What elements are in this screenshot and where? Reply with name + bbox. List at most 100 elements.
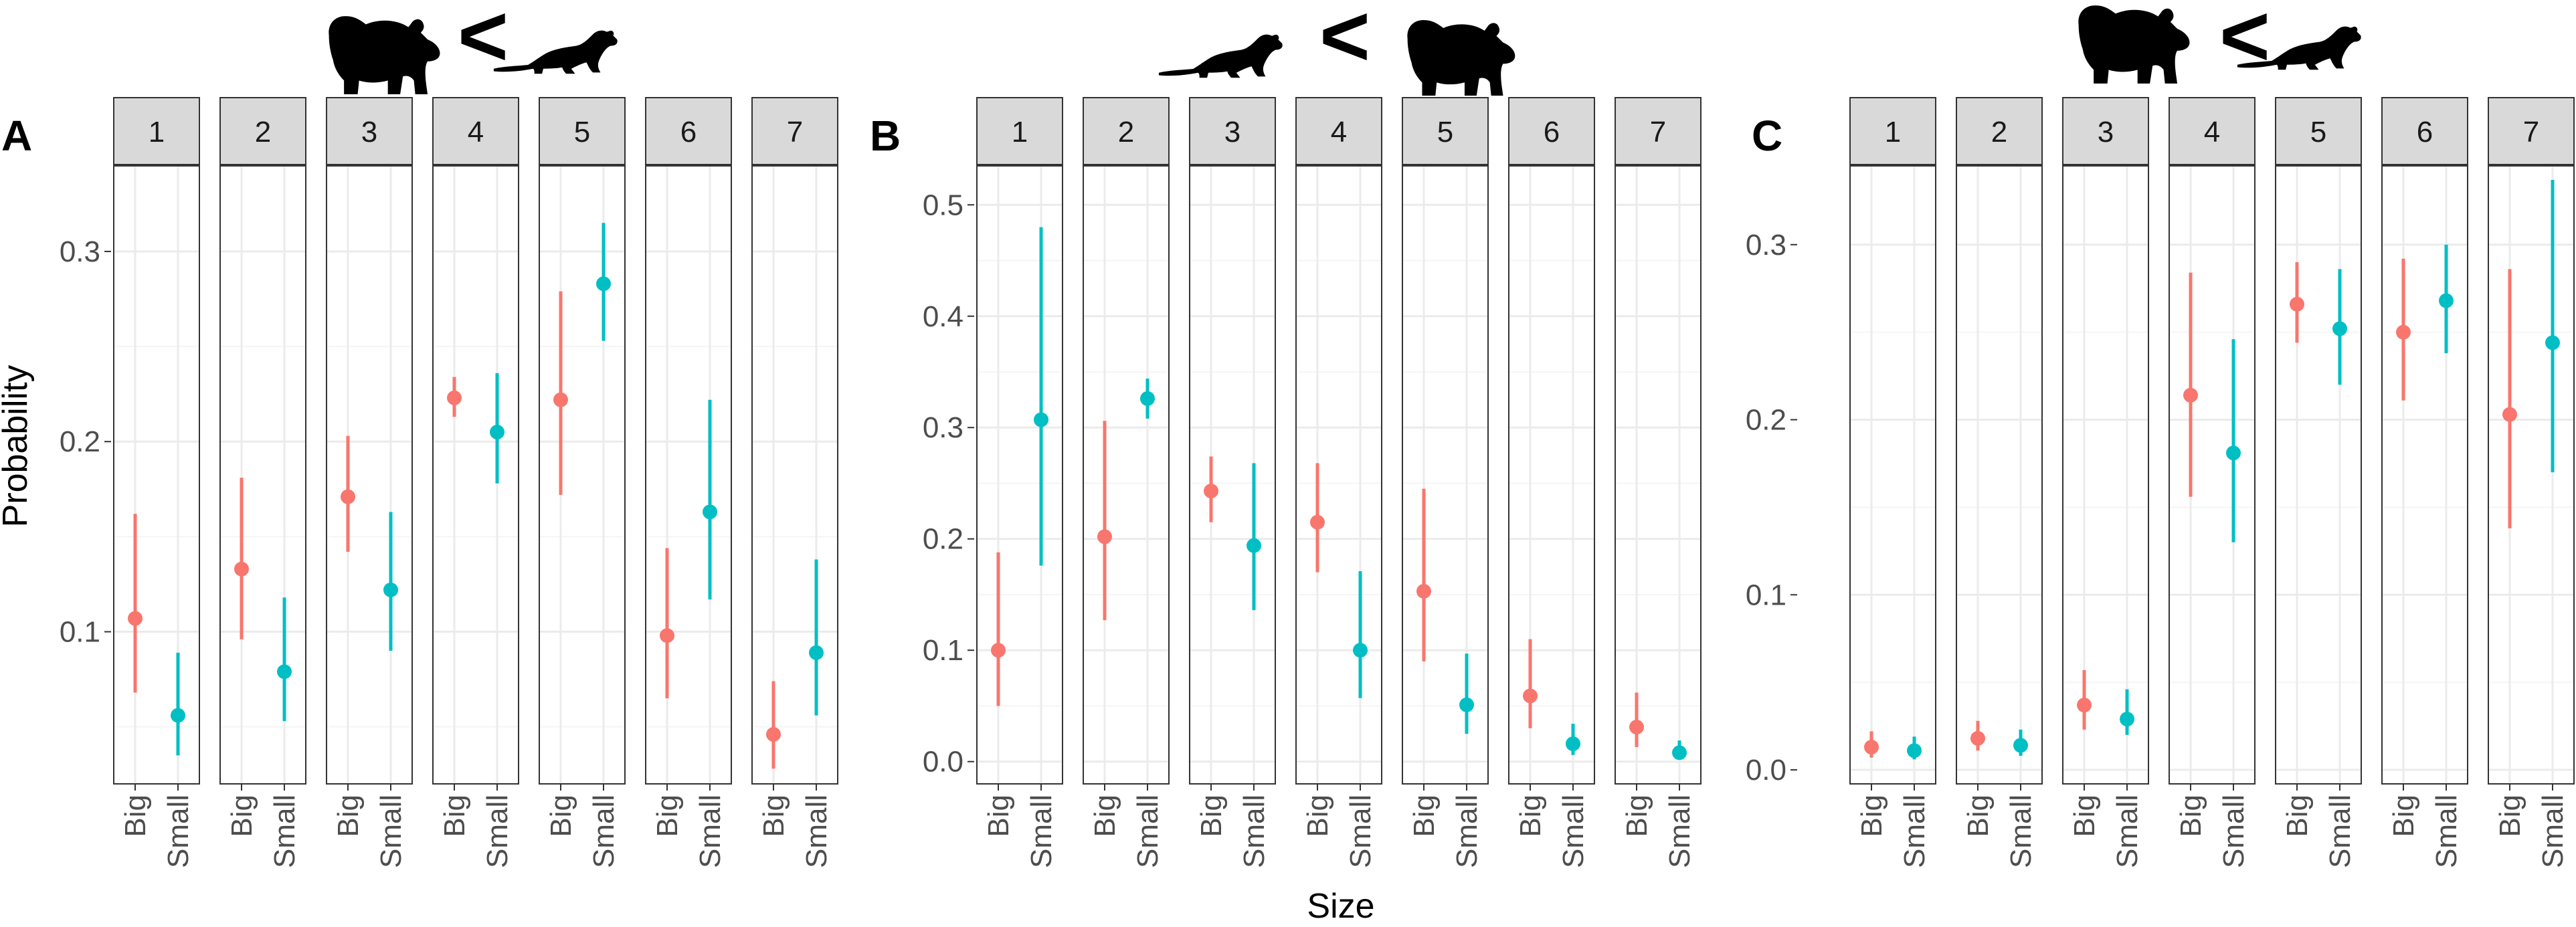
facet-1: 1 Big Small [976, 97, 1063, 868]
facet-plot-bg [1850, 166, 1936, 784]
x-tick-label-small: Small [694, 795, 727, 868]
facet-label: 4 [468, 116, 484, 148]
ferret-icon [1158, 34, 1283, 78]
point-big [1523, 688, 1538, 704]
facet-strip [326, 97, 413, 165]
point-small [1247, 538, 1261, 553]
facet-plot-bg [646, 166, 731, 784]
x-tick-label-big: Big [1301, 795, 1334, 837]
x-tick-label-small: Small [375, 795, 407, 868]
facet-plot-bg [1190, 166, 1275, 784]
facet-1: 1 Big Small [1849, 97, 1936, 868]
facet-label: 6 [2417, 116, 2433, 148]
panel-letter: A [1, 112, 32, 160]
facet-label: 2 [1991, 116, 2007, 148]
x-tick-label-big: Big [2281, 795, 2314, 837]
facet-1: 1 Big Small [113, 97, 200, 868]
facet-3: 3 Big Small [2062, 97, 2149, 868]
x-tick-label-small: Small [162, 795, 195, 868]
point-small [277, 664, 292, 680]
point-big [660, 628, 674, 643]
facet-label: 7 [2523, 116, 2539, 148]
y-tick-label: 0.0 [923, 746, 963, 779]
facet-2: 2 Big Small [1956, 97, 2043, 868]
facet-plot-bg [2488, 166, 2574, 784]
facet-label: 4 [1331, 116, 1347, 148]
facet-plot-bg [327, 166, 412, 784]
bear-icon [329, 16, 440, 94]
point-big [2502, 407, 2517, 422]
x-tick-label-small: Small [2111, 795, 2144, 868]
facet-strip [1295, 97, 1382, 165]
facet-border [219, 165, 306, 785]
facet-label: 1 [1012, 116, 1028, 148]
facet-7: 7 Big Small [2488, 97, 2575, 868]
y-tick-label: 0.2 [1746, 404, 1786, 437]
facet-border [1189, 165, 1276, 785]
facet-plot-bg [2169, 166, 2255, 784]
facet-plot-bg [539, 166, 625, 784]
x-tick-label-small: Small [268, 795, 301, 868]
facet-plot-bg [114, 166, 199, 784]
facet-label: 1 [1885, 116, 1901, 148]
x-tick-label-small: Small [1451, 795, 1483, 868]
panel-C: < C 0.0 0.1 0.2 0.3 1 Big Small 2 Big Small 3 Big Smal… [1746, 0, 2575, 868]
facet-label: 2 [1118, 116, 1134, 148]
facet-label: 3 [1224, 116, 1240, 148]
x-tick-label-small: Small [2324, 795, 2357, 868]
point-small [1353, 643, 1368, 658]
facet-border [326, 165, 413, 785]
facet-5: 5 Big Small [1402, 97, 1489, 868]
facet-border [1295, 165, 1382, 785]
facet-5: 5 Big Small [539, 97, 626, 868]
facet-label: 4 [2204, 116, 2220, 148]
x-tick-label-big: Big [2175, 795, 2207, 837]
point-small [2120, 712, 2134, 727]
bear-icon [1407, 19, 1515, 96]
facet-strip [976, 97, 1063, 165]
facet-label: 6 [1544, 116, 1560, 148]
facet-plot-bg [1402, 166, 1488, 784]
point-big [991, 643, 1006, 658]
facet-border [432, 165, 519, 785]
facet-label: 7 [787, 116, 803, 148]
facet-strip [2275, 97, 2362, 165]
facet-label: 2 [255, 116, 271, 148]
facet-plot-bg [1956, 166, 2042, 784]
x-tick-label-big: Big [982, 795, 1015, 837]
facet-label: 5 [574, 116, 590, 148]
point-big [1864, 740, 1879, 755]
y-tick-label: 0.1 [1746, 579, 1786, 611]
x-tick-label-small: Small [1131, 795, 1164, 868]
point-big [1310, 514, 1325, 530]
ferret-icon [493, 30, 618, 74]
point-small [809, 645, 824, 660]
facet-plot-bg [1615, 166, 1701, 784]
x-tick-label-big: Big [1514, 795, 1547, 837]
facet-border [2381, 165, 2468, 785]
point-small [1459, 697, 1474, 712]
x-tick-label-big: Big [1408, 795, 1441, 837]
point-big [447, 390, 462, 405]
facet-strip [751, 97, 838, 165]
point-big [553, 392, 568, 407]
less-than-sign: < [2219, 0, 2270, 84]
panel-letter: B [870, 112, 901, 160]
y-tick-label: 0.3 [1746, 229, 1786, 262]
x-tick-label-small: Small [587, 795, 620, 868]
point-small [2439, 293, 2454, 308]
point-big [128, 611, 143, 626]
point-big [341, 489, 355, 504]
point-small [2013, 738, 2028, 753]
point-big [1970, 730, 1985, 746]
y-tick-label: 0.5 [923, 189, 963, 221]
facet-label: 3 [361, 116, 377, 148]
point-small [1672, 745, 1687, 760]
point-big [2396, 324, 2411, 340]
facet-label: 7 [1650, 116, 1666, 148]
panel-B: < B 0.0 0.1 0.2 0.3 0.4 0.5 1 Big Small 2 Big Small 3 B… [870, 0, 1701, 868]
facet-3: 3 Big Small [1189, 97, 1276, 868]
facet-4: 4 Big Small [432, 97, 519, 868]
y-tick-label: 0.4 [923, 300, 963, 333]
